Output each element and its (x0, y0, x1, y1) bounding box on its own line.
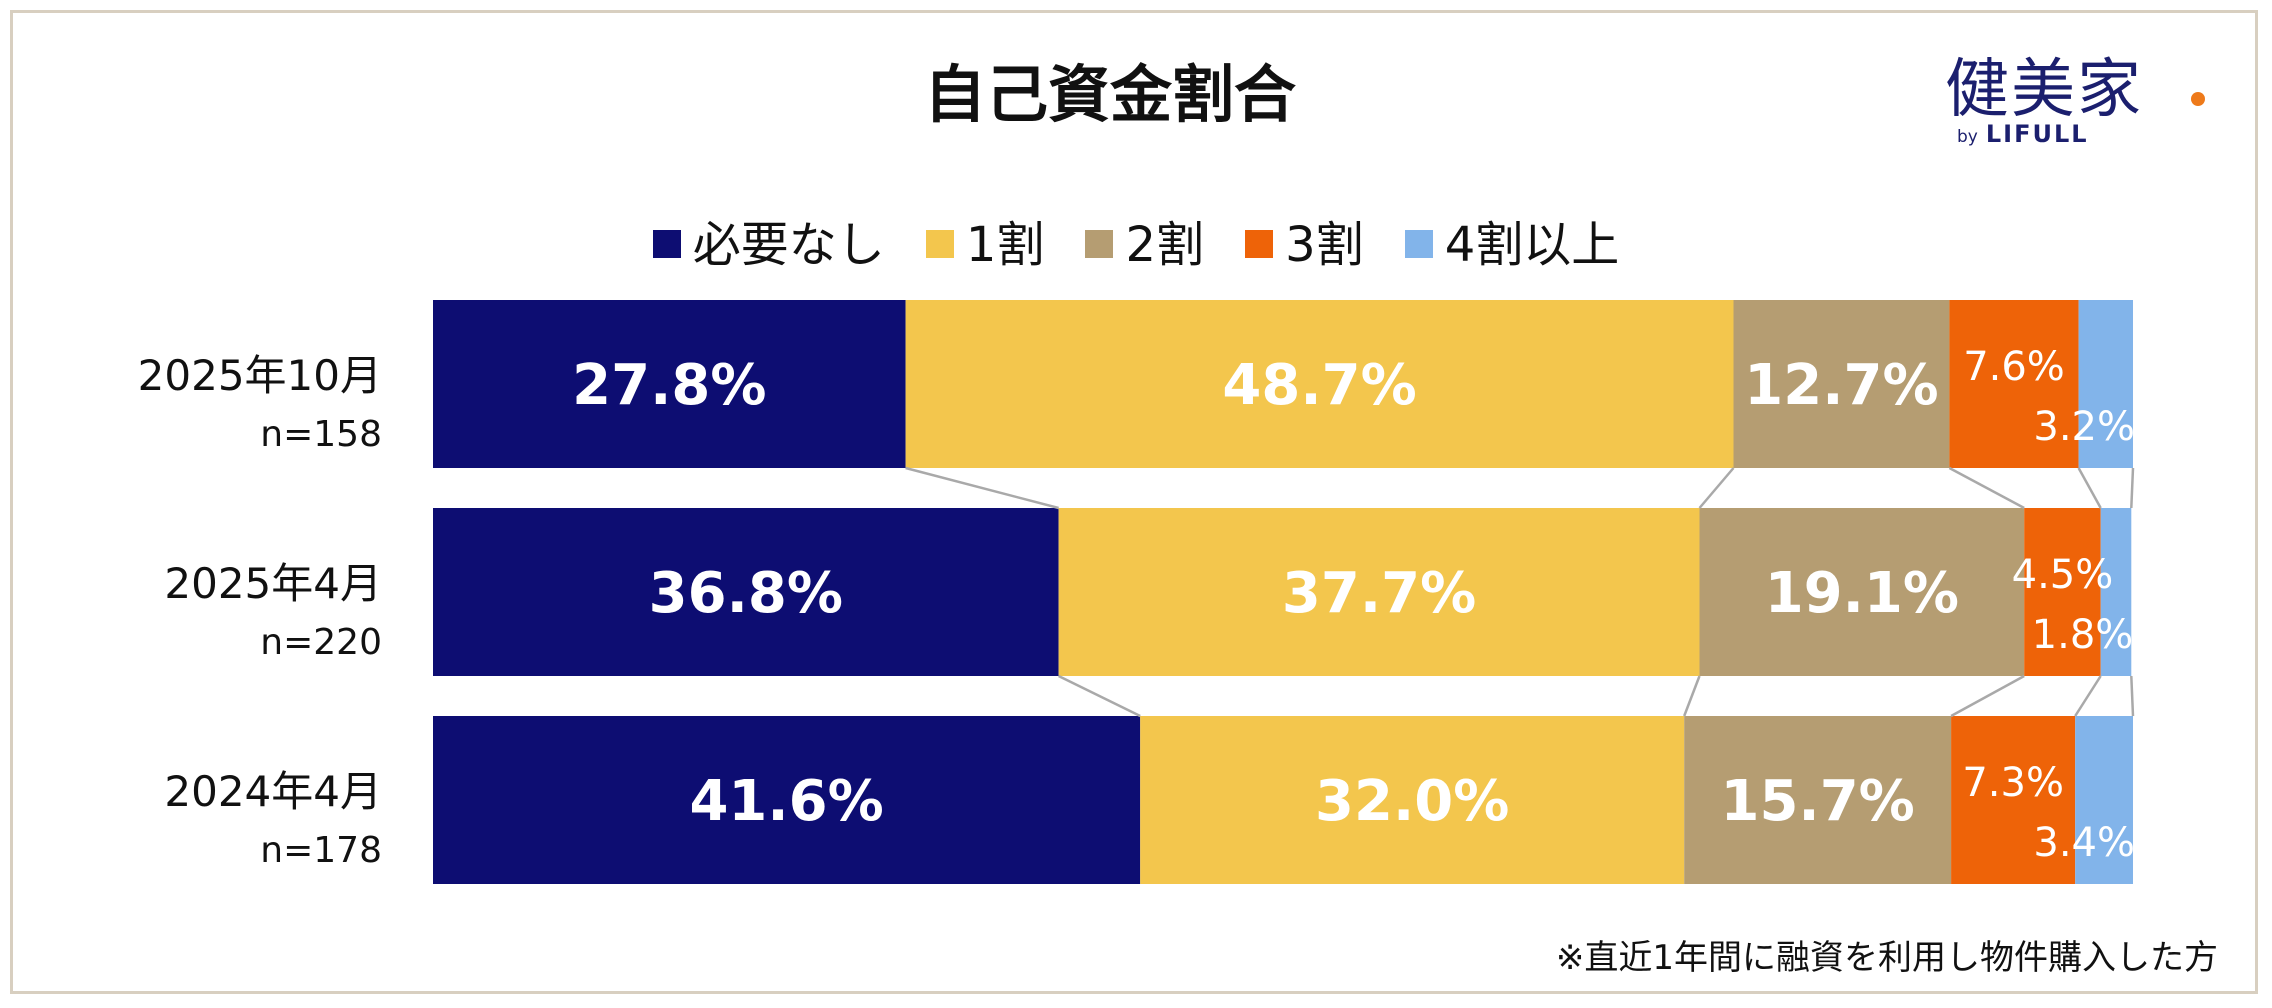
logo-subline: by LIFULL (1957, 120, 2089, 148)
legend-label-10pct: 1割 (965, 217, 1045, 273)
legend-label-none: 必要なし (692, 217, 885, 273)
bar-2025-04-30pct (2024, 508, 2101, 676)
row-n-2024-04: n=178 (260, 830, 382, 871)
logo-wordmark: 健美家 (1945, 53, 2143, 127)
connector-2025-04-to-2024-04-2 (1683, 675, 1701, 717)
label-2024-04-10pct: 32.0% (1315, 769, 1509, 834)
footnote: ※直近1年間に融資を利用し物件購入した方 (1555, 938, 2218, 978)
bar-2025-04-20pct (1699, 508, 2025, 676)
row-period-2025-04: 2025年4月 (164, 559, 382, 608)
legend-item-none: 必要なし (652, 205, 885, 275)
bar-2025-10-20pct (1733, 300, 1950, 468)
legend-label-40pct-plus: 4割以上 (1444, 217, 1620, 273)
connector-2025-10-to-2025-04-1 (905, 466, 1059, 510)
legend-label-30pct: 3割 (1285, 217, 1364, 273)
legend-swatch-30pct (1245, 230, 1274, 258)
connector-2025-10-to-2025-04-5 (2130, 467, 2135, 509)
kenbiya-logo: 健美家 by LIFULL (1945, 38, 2215, 148)
legend-item-10pct: 1割 (925, 205, 1045, 275)
legend-swatch-40pct-plus (1404, 230, 1433, 258)
connector-2025-04-to-2024-04-4 (2074, 675, 2102, 717)
bar-2025-04-10pct (1058, 508, 1700, 676)
bar-2024-04-20pct (1684, 716, 1952, 884)
bar-2025-10-10pct (905, 300, 1734, 468)
bar-2025-10-40pct-plus (2078, 300, 2133, 468)
connector-2025-10-to-2025-04-4 (2077, 467, 2102, 509)
legend-item-20pct: 2割 (1085, 205, 1204, 275)
label-2025-10-20pct: 12.7% (1744, 353, 1938, 418)
label-2025-10-40pct-plus: 3.2% (2033, 404, 2135, 450)
label-2025-10-10pct: 48.7% (1222, 353, 1416, 418)
connector-2025-04-to-2024-04-5 (2130, 675, 2135, 717)
label-2025-10-none: 27.8% (572, 353, 766, 418)
row-label-2025-04: 2025年4月 n=220 (0, 558, 382, 666)
label-2025-04-20pct: 19.1% (1765, 561, 1959, 626)
chart-title: 自己資金割合 (923, 58, 1296, 131)
legend-item-40pct-plus: 4割以上 (1404, 205, 1620, 275)
logo-dot-icon (2191, 92, 2205, 106)
label-2025-04-10pct: 37.7% (1282, 561, 1476, 626)
connector-2025-04-to-2024-04-1 (1058, 674, 1141, 718)
logo-by: by (1957, 127, 1978, 147)
label-2024-04-none: 41.6% (689, 769, 883, 834)
row-label-2024-04: 2024年4月 n=178 (0, 766, 382, 874)
connector-2025-04-to-2024-04-3 (1950, 674, 2025, 718)
row-period-2025-10: 2025年10月 (137, 351, 382, 400)
row-n-2025-04: n=220 (260, 622, 382, 663)
label-2025-10-30pct: 7.6% (1963, 344, 2065, 390)
bar-2024-04-30pct (1951, 716, 2076, 884)
label-2024-04-30pct: 7.3% (1962, 760, 2064, 806)
bar-2024-04-40pct-plus (2075, 716, 2133, 884)
bar-2025-10-30pct (1949, 300, 2079, 468)
label-2025-04-30pct: 4.5% (2012, 552, 2114, 598)
bar-2024-04-10pct (1140, 716, 1685, 884)
label-2025-04-none: 36.8% (649, 561, 843, 626)
bar-2025-10-none (433, 300, 906, 468)
connector-2025-10-to-2025-04-2 (1698, 467, 1735, 509)
bar-2025-04-40pct-plus (2100, 508, 2132, 676)
label-2024-04-40pct-plus: 3.4% (2033, 820, 2135, 866)
label-2025-04-40pct-plus: 1.8% (2032, 612, 2134, 658)
logo-brand: LIFULL (1985, 120, 2089, 148)
row-period-2024-04: 2024年4月 (164, 767, 382, 816)
legend-item-30pct: 3割 (1245, 205, 1364, 275)
row-n-2025-10: n=158 (260, 414, 382, 455)
bar-2024-04-none (433, 716, 1141, 884)
legend-label-20pct: 2割 (1125, 217, 1204, 273)
legend-swatch-none (652, 230, 681, 258)
bar-2025-04-none (433, 508, 1059, 676)
connector-2025-10-to-2025-04-3 (1948, 466, 2025, 510)
legend-swatch-10pct (925, 230, 954, 258)
label-2024-04-20pct: 15.7% (1721, 769, 1915, 834)
chart-legend: 必要なし 1割 2割 3割 4割以上 (0, 205, 2272, 275)
row-label-2025-10: 2025年10月 n=158 (0, 350, 382, 458)
legend-swatch-20pct (1085, 230, 1114, 258)
